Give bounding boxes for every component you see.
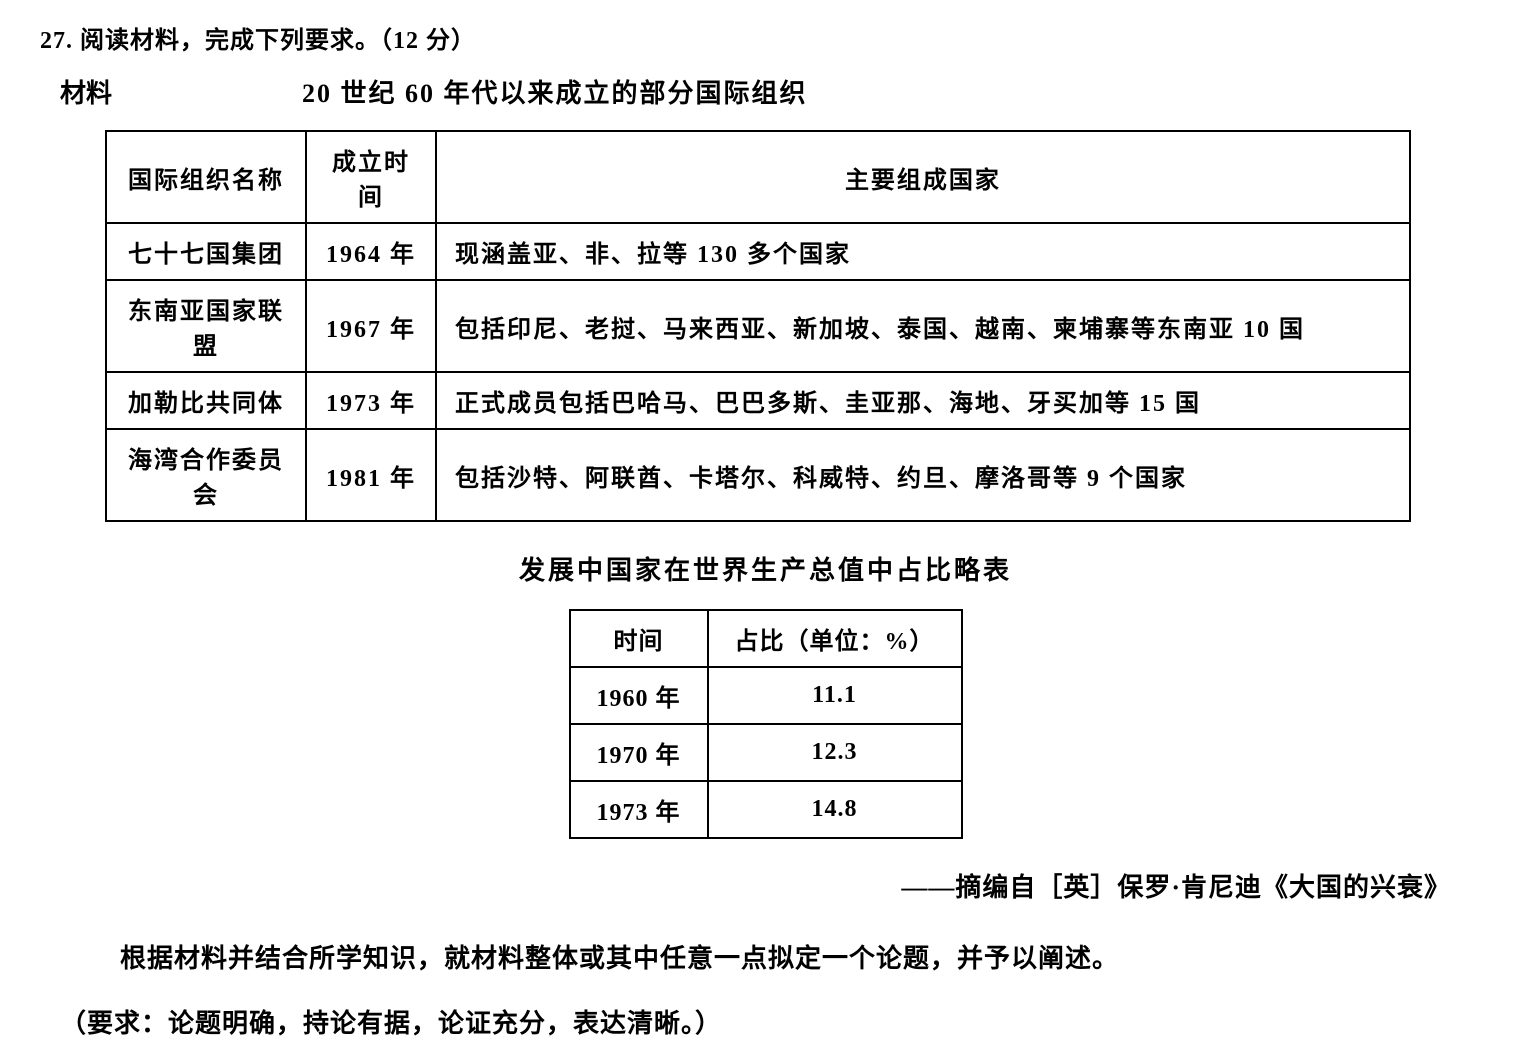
table1-title: 20 世纪 60 年代以来成立的部分国际组织 xyxy=(302,73,808,110)
table-header-row: 国际组织名称 成立时间 主要组成国家 xyxy=(106,131,1410,223)
table2-title: 发展中国家在世界生产总值中占比略表 xyxy=(40,550,1491,587)
col-header-percent: 占比（单位：%） xyxy=(708,610,962,667)
instruction-text: 根据材料并结合所学知识，就材料整体或其中任意一点拟定一个论题，并予以阐述。 xyxy=(120,938,1491,975)
table-header-row: 时间 占比（单位：%） xyxy=(570,610,962,667)
material-label: 材料 xyxy=(60,73,112,110)
cell-name: 加勒比共同体 xyxy=(106,372,306,429)
cell-desc: 现涵盖亚、非、拉等 130 多个国家 xyxy=(436,223,1410,280)
cell-desc: 包括印尼、老挝、马来西亚、新加坡、泰国、越南、柬埔寨等东南亚 10 国 xyxy=(436,280,1410,372)
col-header-time: 时间 xyxy=(570,610,708,667)
cell-percent: 11.1 xyxy=(708,667,962,724)
cell-name: 东南亚国家联盟 xyxy=(106,280,306,372)
cell-time: 1973 年 xyxy=(570,781,708,838)
table-row: 1973 年 14.8 xyxy=(570,781,962,838)
cell-year: 1973 年 xyxy=(306,372,436,429)
cell-time: 1960 年 xyxy=(570,667,708,724)
table-row: 东南亚国家联盟 1967 年 包括印尼、老挝、马来西亚、新加坡、泰国、越南、柬埔… xyxy=(106,280,1410,372)
cell-year: 1967 年 xyxy=(306,280,436,372)
percentage-table: 时间 占比（单位：%） 1960 年 11.1 1970 年 12.3 1973… xyxy=(569,609,963,839)
cell-name: 七十七国集团 xyxy=(106,223,306,280)
table-row: 加勒比共同体 1973 年 正式成员包括巴哈马、巴巴多斯、圭亚那、海地、牙买加等… xyxy=(106,372,1410,429)
col-header-year: 成立时间 xyxy=(306,131,436,223)
cell-percent: 14.8 xyxy=(708,781,962,838)
col-header-members: 主要组成国家 xyxy=(436,131,1410,223)
cell-time: 1970 年 xyxy=(570,724,708,781)
cell-name: 海湾合作委员会 xyxy=(106,429,306,521)
table-row: 1970 年 12.3 xyxy=(570,724,962,781)
table-row: 海湾合作委员会 1981 年 包括沙特、阿联酋、卡塔尔、科威特、约旦、摩洛哥等 … xyxy=(106,429,1410,521)
cell-year: 1964 年 xyxy=(306,223,436,280)
question-header: 27. 阅读材料，完成下列要求。（12 分） xyxy=(40,20,1491,55)
cell-desc: 包括沙特、阿联酋、卡塔尔、科威特、约旦、摩洛哥等 9 个国家 xyxy=(436,429,1410,521)
organizations-table: 国际组织名称 成立时间 主要组成国家 七十七国集团 1964 年 现涵盖亚、非、… xyxy=(105,130,1411,522)
cell-desc: 正式成员包括巴哈马、巴巴多斯、圭亚那、海地、牙买加等 15 国 xyxy=(436,372,1410,429)
cell-percent: 12.3 xyxy=(708,724,962,781)
col-header-name: 国际组织名称 xyxy=(106,131,306,223)
material-title-row: 材料 20 世纪 60 年代以来成立的部分国际组织 xyxy=(40,73,1491,110)
cell-year: 1981 年 xyxy=(306,429,436,521)
table-row: 1960 年 11.1 xyxy=(570,667,962,724)
table-row: 七十七国集团 1964 年 现涵盖亚、非、拉等 130 多个国家 xyxy=(106,223,1410,280)
requirement-text: （要求：论题明确，持论有据，论证充分，表达清晰。） xyxy=(60,1003,1491,1040)
source-citation: ——摘编自［英］保罗·肯尼迪《大国的兴衰》 xyxy=(40,867,1451,904)
